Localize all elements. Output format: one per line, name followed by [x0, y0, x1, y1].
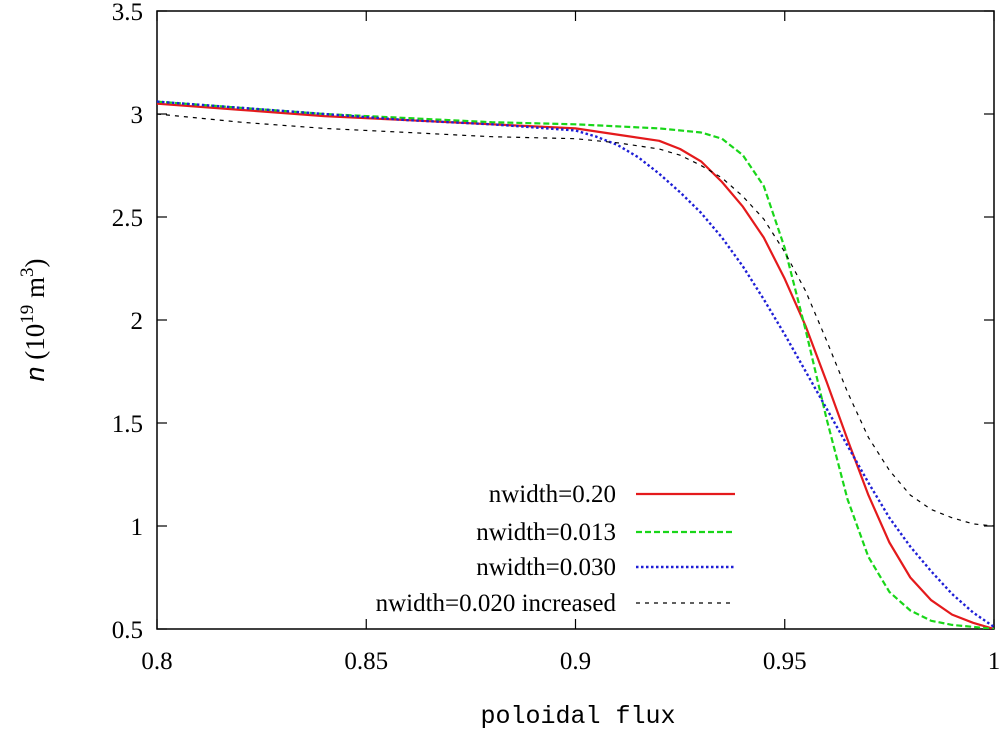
- legend-label-3: nwidth=0.030: [476, 554, 616, 581]
- legend: nwidth=0.20 nwidth=0.013 nwidth=0.030 nwidt…: [376, 481, 735, 617]
- x-tick-label: 0.9: [560, 648, 591, 675]
- series-lines: [157, 100, 994, 629]
- y-tick-label: 0.5: [112, 617, 143, 644]
- x-tick-label: 1: [988, 648, 999, 675]
- y-axis-unit-mid: m: [20, 277, 50, 305]
- y-axis-unit-close: ): [20, 258, 50, 267]
- y-tick-label: 2.5: [112, 205, 143, 232]
- series-line-4: [157, 113, 994, 527]
- y-tick-label: 3: [131, 102, 144, 129]
- legend-label-2: nwidth=0.013: [476, 519, 616, 546]
- y-tick-label: 1.5: [112, 411, 143, 438]
- y-tick-label: 1: [131, 514, 144, 541]
- legend-label-4: nwidth=0.020 increased: [376, 590, 617, 617]
- y-tick-label: 3.5: [112, 0, 143, 26]
- y-axis-label: n (1019 m3): [17, 258, 50, 381]
- series-line-2: [157, 100, 994, 629]
- y-axis-symbol: n: [20, 366, 50, 381]
- y-axis-unit-exp1: 19: [17, 305, 38, 324]
- legend-label-1: nwidth=0.20: [489, 481, 616, 508]
- x-tick-label: 0.95: [763, 648, 807, 675]
- x-axis-label: poloidal flux: [480, 702, 675, 729]
- axis-ticks: 0.8 0.85 0.9 0.95 1 0.5 1 1.5 2 2.5 3 3.5: [112, 0, 999, 675]
- x-tick-label: 0.85: [344, 648, 388, 675]
- x-tick-label: 0.8: [141, 648, 172, 675]
- y-tick-label: 2: [131, 308, 144, 335]
- series-line-3: [157, 100, 994, 628]
- series-line-1: [157, 102, 994, 629]
- y-axis-unit-exp2: 3: [17, 267, 38, 277]
- y-axis-unit-open: (10: [20, 324, 50, 367]
